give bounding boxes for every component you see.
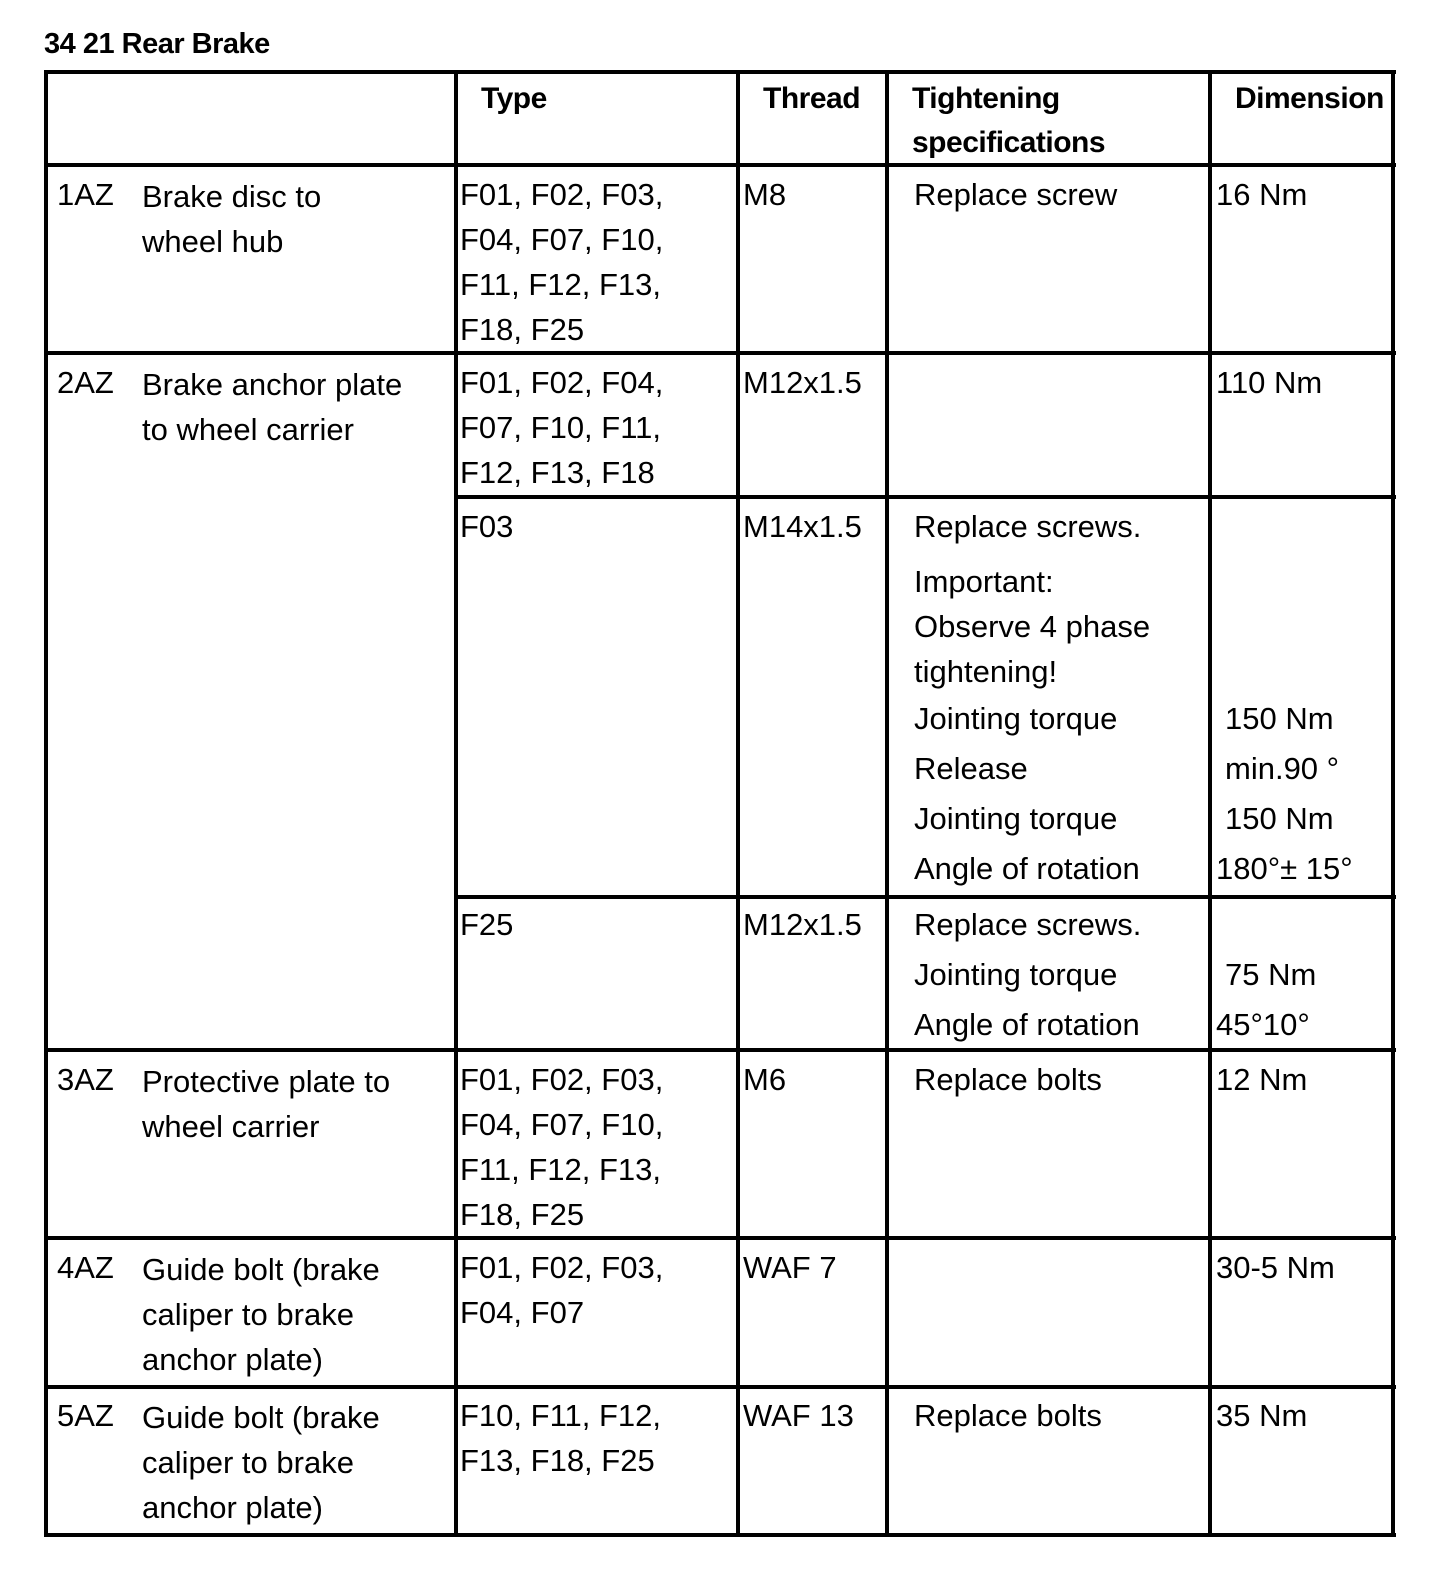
- row-spec: Replace bolts: [914, 1062, 1102, 1097]
- row-thread: M8: [743, 177, 787, 212]
- row-description: Brake disc to wheel hub: [142, 179, 322, 259]
- row-code: 2AZ: [57, 365, 114, 400]
- header-dimension: Dimension: [1235, 82, 1384, 115]
- row-thread: WAF 13: [743, 1398, 854, 1433]
- row-spec: Replace bolts: [914, 1398, 1102, 1433]
- column-divider: [885, 70, 889, 1537]
- header-spec: Tightening specifications: [912, 82, 1106, 159]
- column-divider: [454, 70, 458, 1537]
- row-thread: WAF 7: [743, 1250, 837, 1285]
- row-code: 3AZ: [57, 1062, 114, 1097]
- header-thread: Thread: [763, 82, 861, 115]
- row-type: F01, F02, F04, F07, F10, F11, F12, F13, F1…: [460, 365, 664, 490]
- row-thread: M14x1.5: [743, 509, 862, 544]
- row-type: F03: [460, 509, 514, 544]
- row-dimension: 110 Nm: [1216, 365, 1323, 400]
- row-thread: M12x1.5: [743, 907, 862, 942]
- row-spec: Replace screws. Jointing torque Angle of…: [914, 907, 1142, 1042]
- row-type: F01, F02, F03, F04, F07, F10, F11, F12, F1…: [460, 1062, 664, 1232]
- row-code: 4AZ: [57, 1250, 114, 1285]
- page-title: 34 21 Rear Brake: [44, 28, 270, 60]
- row-divider: [454, 895, 1396, 899]
- row-type: F01, F02, F03, F04, F07, F10, F11, F12, F1…: [460, 177, 664, 347]
- row-dimension: 150 Nm min.90 ° 150 Nm 180°± 15°: [1216, 701, 1353, 886]
- header-type: Type: [481, 82, 547, 115]
- row-thread: M12x1.5: [743, 365, 862, 400]
- table-border: [1391, 70, 1395, 1537]
- row-thread: M6: [743, 1062, 787, 1097]
- row-divider: [44, 1236, 1396, 1240]
- row-divider: [44, 351, 1396, 355]
- row-description: Guide bolt (brake caliper to brake anchor …: [142, 1400, 380, 1525]
- row-dimension: 16 Nm: [1216, 177, 1308, 212]
- row-code: 5AZ: [57, 1398, 114, 1433]
- row-divider: [44, 1385, 1396, 1389]
- column-divider: [736, 70, 740, 1537]
- table-border: [44, 70, 1396, 74]
- row-type: F25: [460, 907, 514, 942]
- table-border: [44, 70, 48, 1537]
- row-dimension: 12 Nm: [1216, 1062, 1308, 1097]
- row-description: Brake anchor plate to wheel carrier: [142, 367, 403, 447]
- row-spec: Replace screws. Important: Observe 4 pha…: [914, 509, 1151, 886]
- table-border: [44, 1533, 1396, 1537]
- row-spec: Replace screw: [914, 177, 1118, 212]
- row-divider: [44, 1048, 1396, 1052]
- row-divider: [44, 163, 1396, 167]
- row-dimension: 75 Nm 45°10°: [1216, 957, 1317, 1042]
- column-divider: [1208, 70, 1212, 1537]
- row-dimension: 30-5 Nm: [1216, 1250, 1335, 1285]
- row-description: Guide bolt (brake caliper to brake anchor …: [142, 1252, 380, 1377]
- row-type: F01, F02, F03, F04, F07: [460, 1250, 664, 1330]
- row-divider: [454, 495, 1396, 499]
- row-dimension: 35 Nm: [1216, 1398, 1308, 1433]
- row-code: 1AZ: [57, 177, 114, 212]
- row-description: Protective plate to wheel carrier: [142, 1064, 391, 1144]
- row-type: F10, F11, F12, F13, F18, F25: [460, 1398, 662, 1478]
